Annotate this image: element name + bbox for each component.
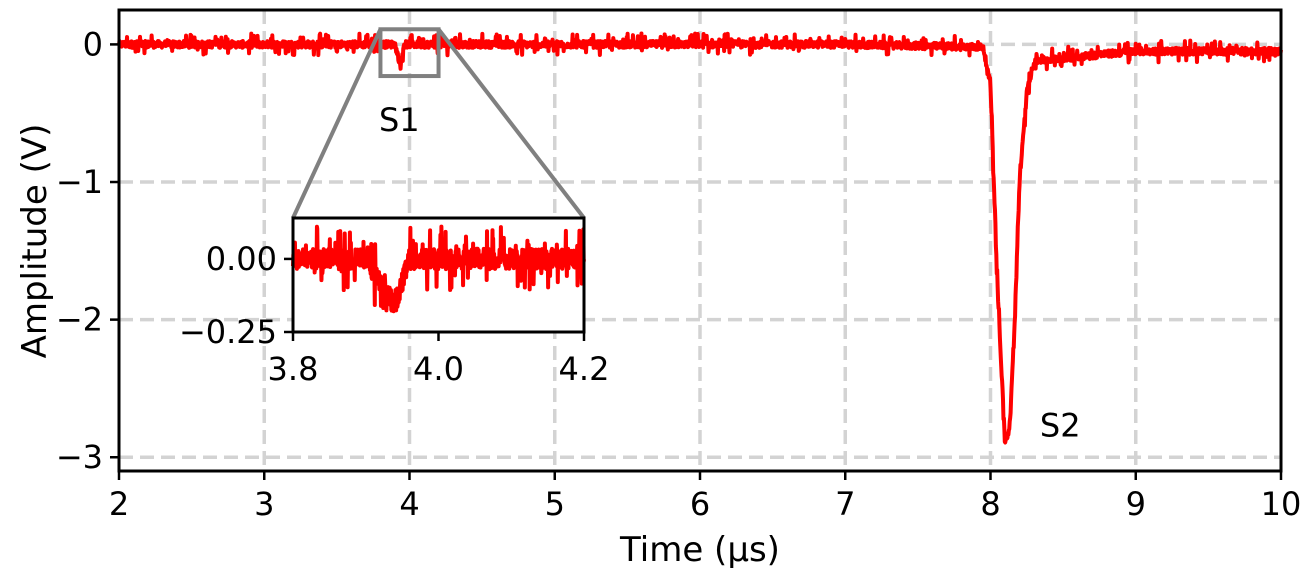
inset-y-tick-label: −0.25 (179, 313, 277, 351)
zoom-connector-left (291, 28, 383, 219)
x-tick-label: 9 (1126, 485, 1146, 523)
y-tick-label: 0 (83, 25, 103, 63)
y-tick-label: −1 (56, 163, 103, 201)
y-axis-label: Amplitude (V) (15, 124, 55, 359)
zoom-indicator (291, 27, 586, 220)
inset-x-tick-label: 4.0 (413, 350, 464, 388)
x-tick-label: 8 (980, 485, 1000, 523)
annotation-s2: S2 (1040, 407, 1081, 445)
inset-x-tick-label: 3.8 (268, 350, 319, 388)
x-tick-label: 7 (835, 485, 855, 523)
y-tick-label: −3 (56, 438, 103, 476)
signal-trace (117, 31, 1283, 445)
inset-signal-trace (291, 224, 586, 314)
zoom-connector-right (436, 28, 586, 220)
zoom-box (378, 27, 441, 79)
inset-zoom-plot: 3.8 4.0 4.2 0.00 −0.25 (179, 216, 610, 388)
inset-y-tick-label: 0.00 (206, 240, 277, 278)
x-tick-label: 2 (109, 485, 129, 523)
x-tick-label: 3 (254, 485, 274, 523)
annotation-s1: S1 (379, 101, 420, 139)
x-tick-label: 6 (690, 485, 710, 523)
x-axis-label: Time (μs) (619, 530, 780, 570)
inset-axis-ticks: 3.8 4.0 4.2 0.00 −0.25 (179, 240, 610, 388)
x-tick-label: 10 (1261, 485, 1302, 523)
inset-x-tick-label: 4.2 (559, 350, 610, 388)
x-tick-label: 5 (545, 485, 565, 523)
x-tick-label: 4 (399, 485, 419, 523)
main-axis-ticks: 2 3 4 5 6 7 8 9 10 0 −1 −2 −3 (56, 25, 1302, 523)
y-tick-label: −2 (56, 301, 103, 339)
annotations: S1 S2 (379, 101, 1081, 444)
